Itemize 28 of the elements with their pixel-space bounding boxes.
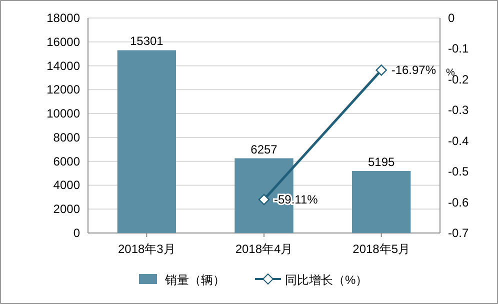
y2-tick-label: 0 — [448, 11, 455, 25]
bar — [117, 50, 176, 233]
y2-tick-label: -0.1 — [448, 42, 470, 56]
y-tick-label: 12000 — [46, 82, 80, 97]
data-label: -16.97% — [391, 63, 436, 78]
y-tick-label: 6000 — [53, 154, 80, 168]
y-tick-label: 4000 — [53, 178, 80, 192]
x-tick-label: 2018年4月 — [235, 242, 293, 256]
y2-tick-label: -0.5 — [448, 164, 470, 179]
data-label: 6257 — [250, 142, 278, 156]
x-tick-label: 2018年5月 — [352, 242, 410, 256]
y-tick-label: 2000 — [53, 202, 80, 216]
y-tick-label: 18000 — [46, 11, 80, 25]
data-label: 5195 — [368, 154, 396, 169]
y2-tick-label: -0.7 — [448, 226, 470, 240]
y-tick-label: 16000 — [46, 34, 80, 49]
y-tick-label: 0 — [73, 226, 80, 240]
data-label: 15301 — [130, 34, 164, 48]
legend-label: 销量（辆） — [164, 273, 225, 287]
y-tick-label: 10000 — [46, 106, 80, 121]
y2-tick-label: -0.6 — [448, 195, 470, 210]
legend-label: 同比增长（%） — [285, 273, 368, 287]
bar — [352, 170, 411, 233]
y-tick-label: 14000 — [46, 58, 80, 73]
x-tick-label: 2018年3月 — [118, 242, 176, 256]
y-tick-label: 8000 — [53, 130, 80, 144]
y2-tick-label: -0.3 — [448, 103, 470, 118]
y2-tick-label: -0.4 — [448, 134, 470, 148]
